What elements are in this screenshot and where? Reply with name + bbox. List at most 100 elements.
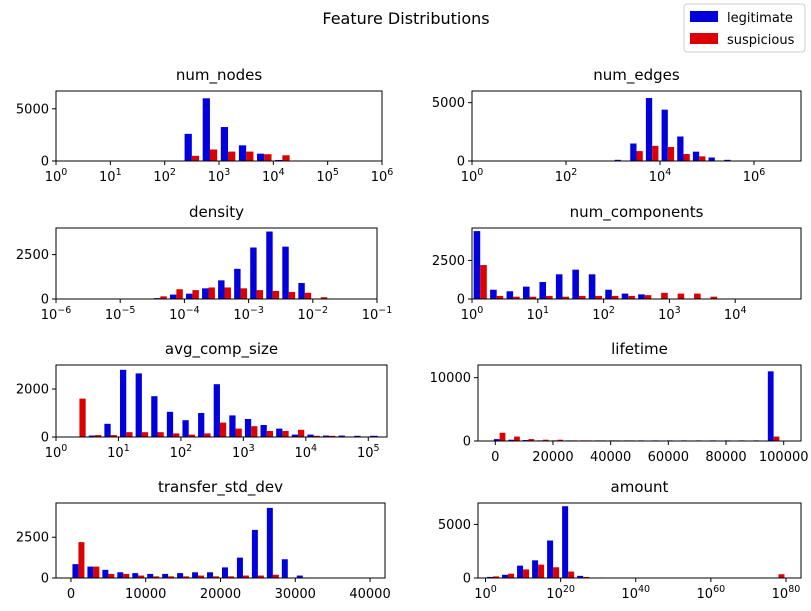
bar-suspicious [213, 576, 220, 578]
subplot-amount: amount 0 5000 100 1020 1040 1060 1080 [438, 478, 802, 602]
bar-legitimate [506, 291, 514, 299]
bar-suspicious [272, 574, 279, 578]
axes-frame [55, 227, 378, 300]
bar-legitimate [577, 575, 584, 578]
x-tick-label: 101 [99, 167, 122, 185]
y-tick-label: 2500 [16, 248, 49, 263]
bar-suspicious [282, 155, 290, 161]
bar-suspicious [595, 295, 602, 299]
bar-suspicious [204, 433, 211, 437]
x-tick-label: 102 [555, 167, 578, 185]
bar-legitimate [767, 371, 774, 441]
bar-legitimate [266, 507, 273, 578]
bar-suspicious [95, 435, 102, 437]
x-tick-label: 102 [153, 167, 176, 185]
bar-suspicious [677, 293, 685, 299]
bar-legitimate [87, 566, 94, 578]
bar-legitimate [291, 434, 299, 437]
bar-suspicious [219, 422, 227, 437]
bar-legitimate [296, 575, 303, 578]
bar-suspicious [710, 296, 718, 299]
bar-suspicious [514, 436, 520, 441]
y-tick-label: 0 [463, 435, 471, 450]
subplot-avg-comp-size: avg_comp_size 0 2000 100 101 102 103 104 105 [16, 340, 388, 461]
axes-frame [477, 502, 802, 579]
x-tick-label: 105 [316, 167, 339, 185]
bar-suspicious [523, 569, 530, 578]
bar-legitimate [677, 136, 684, 161]
x-tick-label: 10000 [125, 587, 166, 602]
subplot-title: avg_comp_size [165, 340, 278, 359]
bar-legitimate [487, 576, 494, 578]
x-tick-label: 100 [461, 305, 484, 323]
legend-swatch-legitimate [690, 11, 718, 22]
bar-suspicious [667, 147, 675, 161]
bar-suspicious [553, 567, 560, 578]
bar-suspicious [628, 295, 635, 299]
bar-suspicious [513, 296, 520, 299]
bar-suspicious [257, 575, 264, 578]
bar-legitimate [522, 286, 530, 299]
bar-legitimate [266, 231, 273, 299]
bar-legitimate [117, 572, 124, 578]
bar-legitimate [244, 419, 252, 437]
bar-suspicious [313, 435, 320, 437]
axes-frame [471, 227, 802, 300]
bar-legitimate [547, 540, 554, 578]
bar-suspicious [160, 296, 167, 299]
bar-suspicious [192, 290, 199, 299]
bar-suspicious [773, 436, 780, 441]
x-tick-label: 104 [262, 167, 285, 185]
bar-legitimate [562, 506, 569, 578]
bar-suspicious [108, 573, 115, 578]
bar-legitimate [221, 567, 228, 578]
bar-legitimate [182, 420, 189, 437]
bar-legitimate [473, 231, 481, 299]
bar-legitimate [257, 153, 265, 161]
axes-frame [477, 364, 802, 442]
bar-legitimate [202, 98, 210, 161]
x-tick-label: 10−1 [362, 305, 393, 323]
subplot-title: num_components [570, 203, 704, 222]
x-tick-label: 80000 [705, 450, 746, 465]
x-tick-label: 101 [107, 443, 130, 461]
bar-suspicious [546, 295, 553, 299]
y-tick-label: 5000 [432, 96, 465, 111]
x-tick-label: 103 [658, 305, 681, 323]
bar-suspicious [699, 156, 706, 161]
bar-legitimate [605, 289, 612, 299]
bar-legitimate [493, 439, 500, 441]
bar-legitimate [236, 557, 243, 578]
x-tick-label: 1040 [621, 584, 650, 602]
subplot-title: amount [611, 478, 669, 496]
bar-legitimate [88, 435, 96, 437]
bar-legitimate [207, 572, 214, 578]
y-tick-label: 10000 [430, 371, 471, 386]
subplot-num-components: num_components 0 2500 100 101 102 103 104 [432, 203, 802, 323]
bar-suspicious [636, 151, 643, 161]
bar-suspicious [228, 151, 236, 161]
bar-suspicious [266, 431, 274, 437]
subplot-title: num_nodes [176, 66, 263, 85]
x-tick-label: 40000 [349, 587, 390, 602]
bar-suspicious [242, 575, 249, 578]
bar-legitimate [322, 435, 330, 437]
bar-suspicious [240, 288, 247, 299]
bar-legitimate [220, 127, 229, 161]
bar-suspicious [499, 432, 506, 441]
bar-suspicious [694, 293, 701, 299]
x-tick-label: 104 [295, 443, 318, 461]
subplot-title: num_edges [593, 66, 680, 85]
bar-suspicious [235, 428, 242, 437]
bar-legitimate [502, 574, 509, 578]
x-tick-label: 40000 [590, 450, 631, 465]
bar-legitimate [370, 435, 378, 437]
bar-legitimate [192, 572, 199, 578]
bar-legitimate [104, 423, 111, 437]
x-tick-label: 60000 [648, 450, 689, 465]
x-tick-label: 0 [491, 450, 499, 465]
x-tick-label: 20000 [200, 587, 241, 602]
bar-suspicious [123, 573, 130, 578]
